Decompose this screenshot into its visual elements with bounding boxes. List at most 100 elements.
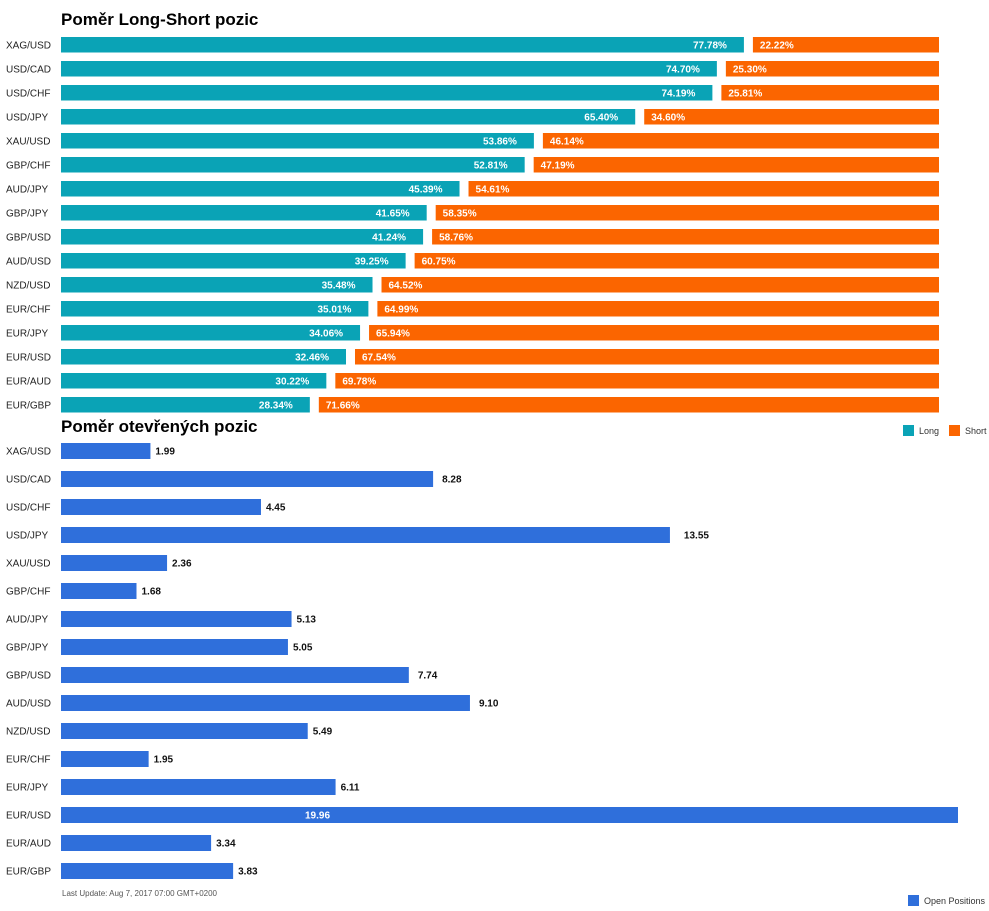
- open-positions-value-label-gbp-chf: 1.68: [141, 587, 161, 598]
- ls-category-label-usd-jpy: USD/JPY: [6, 112, 49, 123]
- long-value-label-usd-chf: 74.19%: [661, 88, 695, 99]
- op-category-label-gbp-chf: GBP/CHF: [6, 587, 50, 598]
- open-positions-value-label-aud-jpy: 5.13: [297, 615, 317, 626]
- ls-category-label-eur-aud: EUR/AUD: [6, 376, 51, 387]
- op-category-label-eur-usd: EUR/USD: [6, 811, 51, 822]
- long-value-label-xau-usd: 53.86%: [483, 136, 517, 147]
- long-bar-eur-jpy: [61, 325, 361, 341]
- open-positions-value-label-usd-jpy: 13.55: [684, 531, 709, 542]
- long-bar-eur-chf: [61, 301, 369, 317]
- short-value-label-xau-usd: 46.14%: [550, 136, 584, 147]
- short-bar-usd-jpy: [644, 109, 939, 125]
- long-bar-eur-aud: [61, 373, 327, 389]
- short-bar-xag-usd: [752, 37, 939, 53]
- ls-category-label-eur-jpy: EUR/JPY: [6, 328, 49, 339]
- open-positions-bar-gbp-jpy: [61, 639, 288, 655]
- open-positions-value-label-xag-usd: 1.99: [155, 447, 175, 458]
- long-value-label-usd-jpy: 65.40%: [584, 112, 618, 123]
- op-category-label-gbp-usd: GBP/USD: [6, 671, 51, 682]
- open-positions-bar-gbp-chf: [61, 583, 137, 599]
- open-positions-value-label-aud-usd: 9.10: [479, 699, 499, 710]
- open-positions-bar-aud-jpy: [61, 611, 292, 627]
- short-value-label-eur-aud: 69.78%: [342, 376, 376, 387]
- legend-long-label: Long: [919, 425, 940, 436]
- open-positions-value-label-xau-usd: 2.36: [172, 559, 192, 570]
- open-positions-bar-eur-jpy: [61, 779, 336, 795]
- long-value-label-eur-aud: 30.22%: [275, 376, 309, 387]
- legend-open-positions-label: Open Positions: [924, 895, 986, 906]
- ls-category-label-nzd-usd: NZD/USD: [6, 280, 50, 291]
- long-value-label-eur-chf: 35.01%: [317, 304, 351, 315]
- open-positions-value-label-eur-gbp: 3.83: [238, 867, 258, 878]
- long-bar-gbp-jpy: [61, 205, 427, 221]
- long-bar-usd-cad: [61, 61, 717, 77]
- open-positions-bar-aud-usd: [61, 695, 470, 711]
- op-category-label-aud-usd: AUD/USD: [6, 699, 51, 710]
- open-positions-value-label-eur-aud: 3.34: [216, 839, 236, 850]
- legend-short-label: Short: [965, 425, 987, 436]
- long-value-label-aud-jpy: 45.39%: [409, 184, 443, 195]
- op-category-label-eur-aud: EUR/AUD: [6, 839, 51, 850]
- legend-short: Short: [949, 425, 987, 436]
- op-category-label-aud-jpy: AUD/JPY: [6, 615, 49, 626]
- short-value-label-gbp-chf: 47.19%: [541, 160, 575, 171]
- long-bar-nzd-usd: [61, 277, 373, 293]
- short-value-label-eur-usd: 67.54%: [362, 352, 396, 363]
- open-positions-chart-title: Poměr otevřených pozic: [61, 417, 258, 436]
- op-category-label-usd-cad: USD/CAD: [6, 475, 51, 486]
- open-positions-bar-xag-usd: [61, 443, 151, 459]
- long-value-label-eur-usd: 32.46%: [295, 352, 329, 363]
- short-value-label-gbp-jpy: 58.35%: [443, 208, 477, 219]
- op-category-label-usd-chf: USD/CHF: [6, 503, 50, 514]
- long-bar-eur-usd: [61, 349, 346, 365]
- short-bar-gbp-chf: [533, 157, 939, 173]
- open-positions-bar-eur-gbp: [61, 863, 234, 879]
- ls-category-label-gbp-chf: GBP/CHF: [6, 160, 50, 171]
- open-positions-value-label-eur-usd: 19.96: [305, 811, 330, 822]
- short-value-label-usd-jpy: 34.60%: [651, 112, 685, 123]
- short-bar-eur-gbp: [318, 397, 939, 413]
- legend-open-positions-swatch: [908, 895, 919, 906]
- short-value-label-eur-jpy: 65.94%: [376, 328, 410, 339]
- short-bar-aud-jpy: [468, 181, 939, 197]
- open-positions-value-label-usd-chf: 4.45: [266, 503, 286, 514]
- long-value-label-xag-usd: 77.78%: [693, 40, 727, 51]
- ls-category-label-eur-usd: EUR/USD: [6, 352, 51, 363]
- open-positions-value-label-gbp-jpy: 5.05: [293, 643, 313, 654]
- long-bar-aud-jpy: [61, 181, 460, 197]
- long-bar-gbp-chf: [61, 157, 525, 173]
- short-bar-eur-aud: [335, 373, 939, 389]
- short-bar-eur-chf: [377, 301, 939, 317]
- open-positions-bar-usd-cad: [61, 471, 434, 487]
- legend-long: Long: [903, 425, 939, 436]
- open-positions-legend: Open Positions: [908, 895, 985, 906]
- short-bar-eur-jpy: [369, 325, 939, 341]
- ls-category-label-aud-jpy: AUD/JPY: [6, 184, 49, 195]
- open-positions-bar-gbp-usd: [61, 667, 409, 683]
- short-value-label-aud-usd: 60.75%: [422, 256, 456, 267]
- open-positions-bar-usd-chf: [61, 499, 261, 515]
- short-value-label-eur-gbp: 71.66%: [326, 400, 360, 411]
- short-bar-gbp-jpy: [435, 205, 939, 221]
- ls-category-label-gbp-jpy: GBP/JPY: [6, 208, 49, 219]
- short-value-label-usd-cad: 25.30%: [733, 64, 767, 75]
- open-positions-bar-xau-usd: [61, 555, 168, 571]
- open-positions-value-label-nzd-usd: 5.49: [313, 727, 333, 738]
- long-short-chart-title: Poměr Long-Short pozic: [61, 10, 259, 29]
- legend-long-swatch: [903, 425, 914, 436]
- op-category-label-eur-gbp: EUR/GBP: [6, 867, 51, 878]
- short-value-label-eur-chf: 64.99%: [384, 304, 418, 315]
- open-positions-bar-usd-jpy: [61, 527, 670, 543]
- short-value-label-gbp-usd: 58.76%: [439, 232, 473, 243]
- op-category-label-xag-usd: XAG/USD: [6, 447, 51, 458]
- short-bar-usd-chf: [721, 85, 939, 101]
- long-value-label-gbp-chf: 52.81%: [474, 160, 508, 171]
- op-category-label-gbp-jpy: GBP/JPY: [6, 643, 49, 654]
- legend-short-swatch: [949, 425, 961, 436]
- ls-category-label-eur-chf: EUR/CHF: [6, 304, 50, 315]
- long-value-label-eur-jpy: 34.06%: [309, 328, 343, 339]
- long-bar-usd-jpy: [61, 109, 636, 125]
- long-value-label-gbp-jpy: 41.65%: [376, 208, 410, 219]
